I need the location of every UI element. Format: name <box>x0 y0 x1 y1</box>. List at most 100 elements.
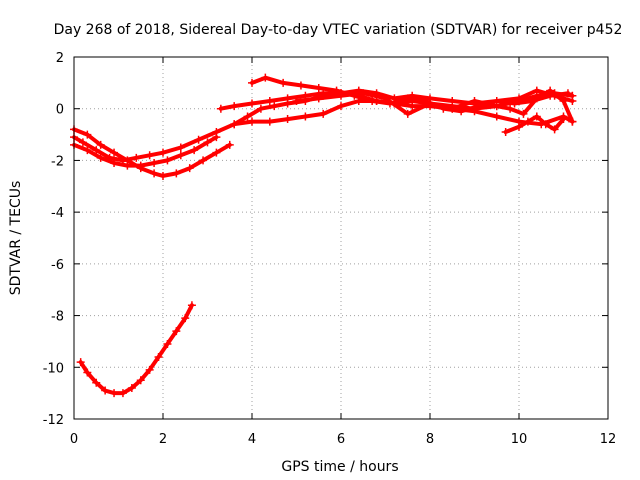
data-point <box>83 146 92 155</box>
data-point <box>510 99 519 108</box>
data-point <box>159 171 167 180</box>
x-tick-label: 12 <box>600 432 617 447</box>
data-point <box>568 117 577 126</box>
data-point <box>337 102 345 111</box>
x-tick-label: 6 <box>337 432 345 447</box>
data-point <box>243 112 252 121</box>
data-point <box>199 156 208 165</box>
data-point <box>523 117 532 126</box>
data-point <box>96 140 105 149</box>
data-point <box>532 94 541 103</box>
data-point <box>176 151 185 160</box>
series-track-i <box>78 303 194 396</box>
data-point <box>550 125 559 134</box>
data-point <box>187 301 196 310</box>
data-point <box>457 107 466 116</box>
data-point <box>159 148 167 157</box>
data-point <box>76 358 85 367</box>
data-point <box>337 91 345 100</box>
data-point <box>563 89 572 98</box>
data-point <box>532 112 541 121</box>
y-axis-label: SDTVAR / TECUs <box>8 181 24 296</box>
series-track-a <box>72 135 219 168</box>
data-point <box>150 159 159 168</box>
data-point <box>154 352 163 361</box>
y-tick-label: -4 <box>51 206 64 221</box>
data-point <box>230 102 239 111</box>
data-point <box>492 102 501 111</box>
data-point <box>92 146 101 155</box>
x-tick-label: 0 <box>70 432 78 447</box>
tick-layer: 0 2 4 6 8 10 12 -12 -10 -8 -6 -4 -2 0 2 <box>43 51 617 447</box>
y-tick-label: 0 <box>56 103 64 118</box>
data-point <box>403 109 412 118</box>
data-point <box>136 376 145 385</box>
data-point <box>506 104 515 113</box>
data-point <box>559 96 568 105</box>
data-point <box>283 115 292 124</box>
data-point <box>248 117 256 126</box>
data-point <box>212 127 221 136</box>
data-point <box>381 94 390 103</box>
data-point <box>127 383 136 392</box>
data-point <box>203 138 212 147</box>
data-point <box>279 78 288 87</box>
x-axis-label: GPS time / hours <box>281 459 398 475</box>
data-point <box>515 122 523 131</box>
data-point <box>292 96 301 105</box>
series-layer <box>70 73 577 398</box>
y-tick-label: -2 <box>51 154 64 169</box>
x-tick-label: 10 <box>511 432 528 447</box>
data-point <box>403 94 412 103</box>
data-point <box>145 365 154 374</box>
data-point <box>110 148 119 157</box>
series-track-g <box>294 88 575 124</box>
data-point <box>265 117 274 126</box>
data-point <box>301 112 310 121</box>
data-point <box>110 389 119 398</box>
data-point <box>190 146 199 155</box>
y-tick-label: -8 <box>51 310 64 325</box>
data-point <box>118 156 127 165</box>
data-point <box>145 151 154 160</box>
data-point <box>426 99 434 108</box>
data-point <box>501 127 510 136</box>
x-tick-label: 8 <box>426 432 434 447</box>
data-point <box>248 78 256 87</box>
data-point <box>256 104 265 113</box>
data-point <box>314 94 323 103</box>
y-tick-label: -12 <box>43 413 64 428</box>
data-point <box>448 96 457 105</box>
data-point <box>78 138 87 147</box>
data-point <box>314 84 323 93</box>
data-point <box>181 314 190 323</box>
data-point <box>172 169 181 178</box>
data-point <box>265 96 274 105</box>
data-point <box>150 169 159 178</box>
data-point <box>172 327 181 336</box>
data-point <box>83 130 92 139</box>
data-point <box>83 368 92 377</box>
data-point <box>448 104 457 113</box>
x-tick-label: 4 <box>248 432 256 447</box>
data-point <box>163 340 172 349</box>
data-point <box>283 99 292 108</box>
data-point <box>532 86 541 95</box>
data-point <box>96 153 105 162</box>
data-point <box>519 109 528 118</box>
data-point <box>194 135 203 144</box>
data-point <box>163 156 172 165</box>
data-point <box>216 104 225 113</box>
data-point <box>212 148 221 157</box>
data-point <box>118 389 127 398</box>
data-point <box>101 386 110 395</box>
data-point <box>541 120 550 129</box>
data-point <box>332 86 341 95</box>
data-point <box>559 115 568 124</box>
data-point <box>319 109 328 118</box>
data-point <box>136 164 145 173</box>
data-point <box>270 102 279 111</box>
chart-title: Day 268 of 2018, Sidereal Day-to-day VTE… <box>54 22 623 38</box>
data-point <box>296 81 305 90</box>
data-point <box>176 143 185 152</box>
